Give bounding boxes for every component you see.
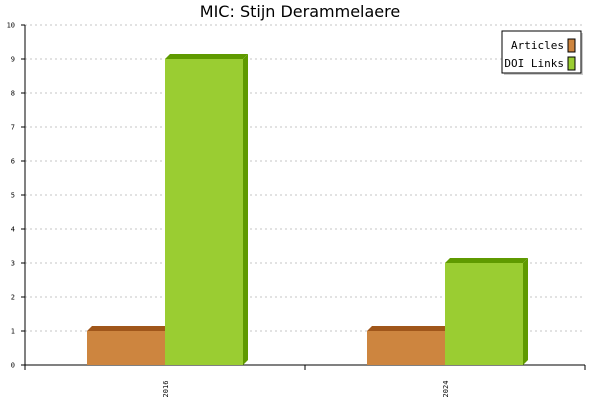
y-tick-label: 1 [11, 328, 15, 336]
y-tick-label: 4 [11, 226, 15, 234]
legend-label: Articles [511, 39, 564, 52]
legend-swatch [567, 56, 576, 71]
y-tick-label: 3 [11, 260, 15, 268]
y-tick-label: 9 [11, 56, 15, 64]
legend-swatch [567, 38, 576, 53]
bar-side [243, 54, 248, 365]
y-tick-label: 6 [11, 158, 15, 166]
bar-top [367, 326, 450, 331]
bar-doi-links-2016 [165, 59, 243, 365]
y-tick-label: 0 [11, 362, 15, 370]
bar-side [523, 258, 528, 365]
legend-label: DOI Links [504, 57, 564, 70]
y-tick-label: 2 [11, 294, 15, 302]
y-tick-label: 8 [11, 90, 15, 98]
x-tick-label: 2016 [162, 381, 170, 398]
y-tick-label: 10 [7, 22, 15, 30]
y-tick-label: 7 [11, 124, 15, 132]
bar-articles-2024 [367, 331, 445, 365]
bar-articles-2016 [87, 331, 165, 365]
y-tick-label: 5 [11, 192, 15, 200]
chart-title: MIC: Stijn Derammelaere [200, 2, 400, 21]
bar-top [445, 258, 528, 263]
x-tick-label: 2024 [442, 381, 450, 398]
bars [87, 54, 528, 365]
bar-top [87, 326, 170, 331]
bar-doi-links-2024 [445, 263, 523, 365]
legend: Articles DOI Links [501, 30, 583, 75]
bar-top [165, 54, 248, 59]
